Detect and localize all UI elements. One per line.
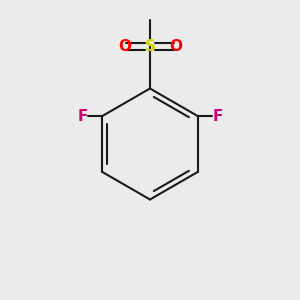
Text: O: O xyxy=(118,39,131,54)
Text: O: O xyxy=(169,39,182,54)
Text: F: F xyxy=(77,109,88,124)
Text: S: S xyxy=(145,39,155,54)
Text: F: F xyxy=(212,109,223,124)
